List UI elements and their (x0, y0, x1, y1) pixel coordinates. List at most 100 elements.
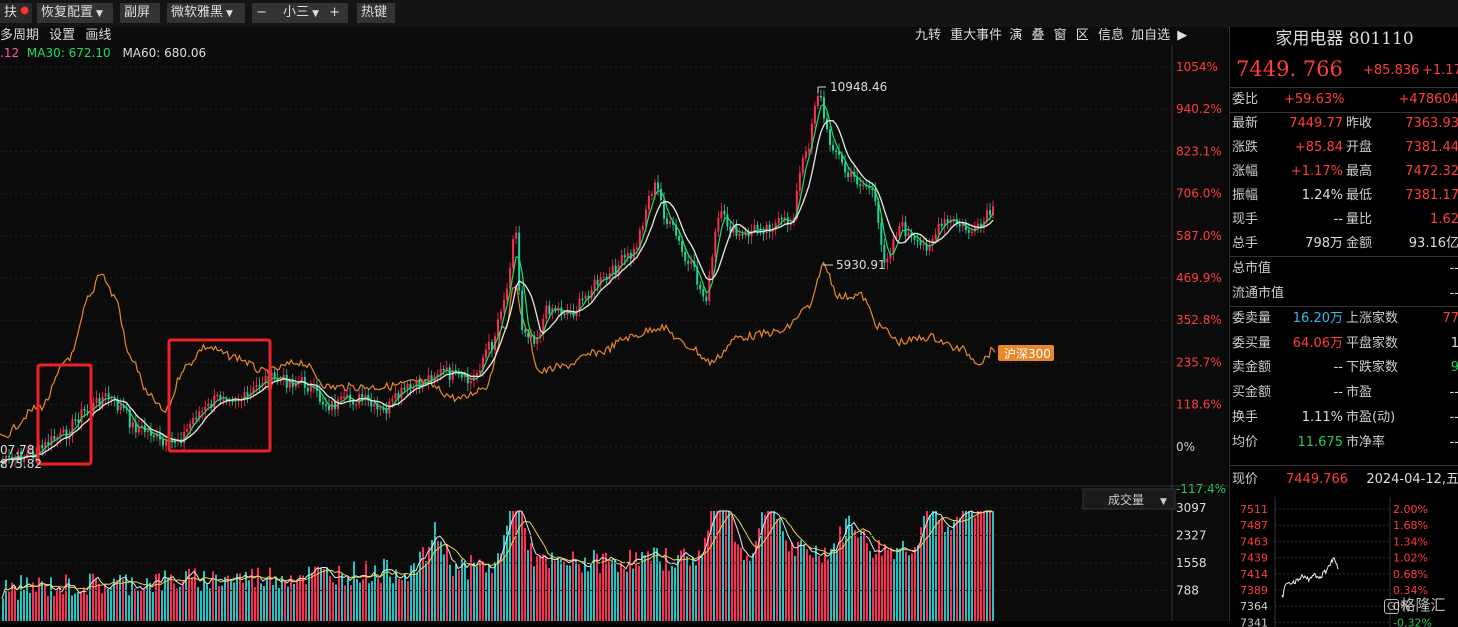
volume-bar (278, 588, 280, 621)
volume-indicator-button[interactable] (1082, 488, 1176, 510)
font-size-decrease-button[interactable]: − (256, 5, 267, 20)
panel-label: 金额 (1346, 236, 1373, 251)
volume-bar (914, 546, 916, 621)
volume-bar (305, 584, 307, 621)
price-chart[interactable]: 10948.46 5930.91 07.78 875.82 沪深300 1054… (0, 27, 1228, 621)
candle-body (744, 231, 747, 235)
candle-body (868, 186, 871, 189)
volume-bar (461, 559, 463, 621)
volume-bar (689, 565, 691, 621)
candle-body (705, 296, 708, 301)
candle-body (717, 218, 720, 232)
grid-lines (0, 27, 1173, 621)
volume-bar (434, 522, 436, 621)
volume-bar (482, 561, 484, 621)
toolbar-item-fu[interactable]: 扶 ● (0, 3, 32, 23)
volume-bar (863, 530, 865, 621)
candle-body (581, 298, 584, 301)
candle-body (973, 226, 976, 232)
candle-body (361, 394, 364, 400)
volume-bar (668, 570, 670, 621)
volume-bar (47, 595, 49, 621)
window-button[interactable]: 窗 (1053, 28, 1067, 43)
candle-body (415, 380, 418, 388)
volume-bar (620, 562, 622, 621)
candle-body (92, 403, 95, 412)
volume-bar (29, 592, 31, 621)
volume-bar (170, 574, 172, 621)
restore-config-dropdown[interactable]: 恢复配置 ▼ (37, 3, 113, 23)
volume-bar (833, 543, 835, 621)
volume-bar (821, 562, 823, 621)
candle-body (895, 236, 898, 239)
volume-ma-line-1 (1, 510, 992, 599)
volume-bar (182, 580, 184, 621)
candle-body (976, 223, 979, 227)
secondary-screen-button[interactable]: 副屏 (120, 3, 160, 23)
volume-bar (41, 581, 43, 621)
demo-button[interactable]: 演 (1009, 28, 1023, 43)
volume-axis-tick: 2327 (1176, 529, 1207, 543)
volume-bar (539, 555, 541, 621)
price-change-pct: +1.17% (1422, 63, 1458, 78)
volume-bar (524, 528, 526, 621)
mini-price-tick: 7463 (1240, 535, 1268, 548)
candle-body (536, 337, 539, 344)
add-watchlist-button[interactable]: 加自选 (1131, 28, 1171, 43)
overlay-button[interactable]: 叠 (1031, 28, 1045, 43)
volume-bar (200, 591, 202, 621)
font-dropdown[interactable]: 微软雅黑 ▼ (167, 3, 245, 23)
candle-body (542, 318, 545, 334)
volume-bar (140, 589, 142, 621)
volume-bar (626, 571, 628, 621)
volume-bar (608, 561, 610, 621)
volume-bar (242, 582, 244, 621)
volume-bar (506, 525, 508, 621)
candle-body (478, 370, 481, 373)
candle-body (273, 372, 276, 378)
hotkey-button[interactable]: 热键 (357, 3, 395, 23)
volume-bar (119, 574, 121, 621)
candle-body (35, 455, 38, 459)
volume-bar (341, 573, 343, 621)
candle-body (291, 380, 294, 387)
settings-button[interactable]: 设置 (49, 28, 76, 43)
volume-bar (545, 556, 547, 621)
panel-value: 7381.17 (1405, 188, 1458, 203)
chart-area[interactable]: 10948.46 5930.91 07.78 875.82 沪深300 1054… (0, 27, 1228, 621)
candle-body (364, 394, 367, 400)
candle-body (992, 206, 994, 216)
volume-bar (89, 573, 91, 621)
draw-line-button[interactable]: 画线 (85, 28, 112, 43)
main-toolbar: 扶 ● 恢复配置 ▼ 副屏 微软雅黑 ▼ − 小三 ▼ + 热键 (0, 0, 1458, 28)
mini-pct-tick: 0.68% (1393, 568, 1428, 581)
bottom-date: 2024-04-12,五 (1366, 472, 1458, 487)
volume-bar (272, 584, 274, 621)
candle-body (940, 223, 943, 227)
mini-price-tick: 7341 (1240, 616, 1268, 627)
major-events-button[interactable]: 重大事件 (950, 28, 1003, 43)
security-title: 家用电器 801110 (1275, 29, 1414, 49)
highlight-box-2 (167, 338, 272, 453)
volume-bar (215, 574, 217, 621)
volume-bar (785, 540, 787, 621)
volume-bar (326, 567, 328, 621)
volume-bar (725, 511, 727, 621)
hs300-high-label: 5930.91 (836, 258, 886, 272)
candle-body (708, 275, 711, 301)
multi-period-button[interactable]: 多周期 (0, 28, 40, 43)
candle-body (563, 313, 566, 316)
panel-value: -- (1449, 261, 1458, 276)
volume-bar (563, 561, 565, 621)
info-button[interactable]: 信息 (1097, 28, 1124, 43)
collapse-panel-icon[interactable]: ▶ (1177, 28, 1188, 43)
ma-legend: .12 MA30: 672.10 MA60: 680.06 (0, 46, 206, 60)
font-size-increase-button[interactable]: + (329, 5, 341, 20)
range-button[interactable]: 区 (1075, 28, 1089, 43)
hs300-tag-label: 沪深300 (1004, 347, 1051, 361)
volume-bar (386, 559, 388, 621)
mini-price-tick: 7414 (1240, 568, 1268, 581)
nine-turn-button[interactable]: 九转 (915, 28, 942, 43)
candle-body (53, 435, 56, 440)
caret-down-icon[interactable]: ▼ (312, 9, 319, 19)
